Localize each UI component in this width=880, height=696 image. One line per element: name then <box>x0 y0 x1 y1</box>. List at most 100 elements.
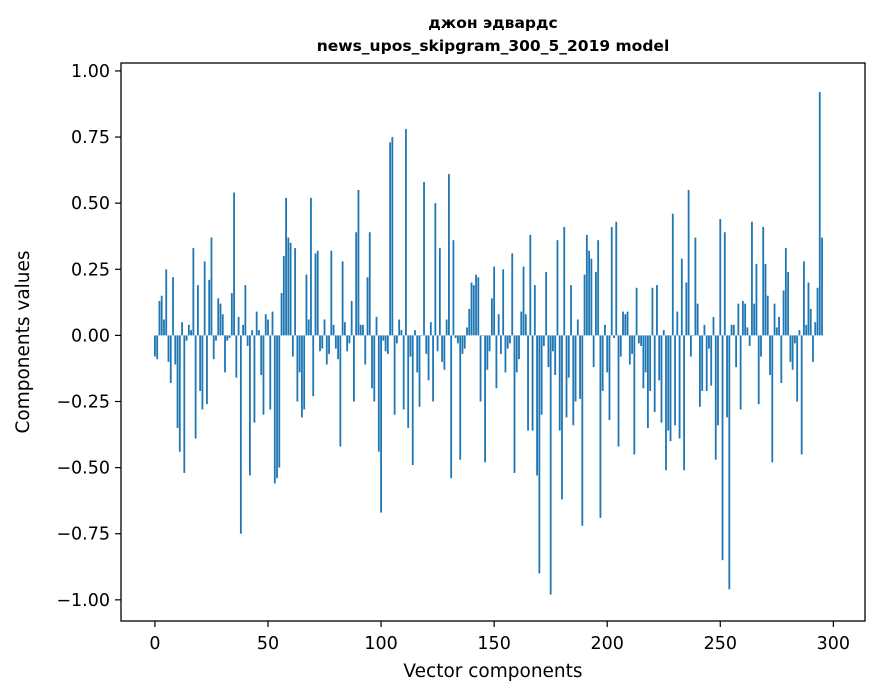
bar <box>816 287 819 336</box>
bar <box>757 335 760 405</box>
bar <box>158 301 161 336</box>
y-axis-ticks: 1.00 0.75 0.50 0.25 0.00 −0.25 −0.50 −0.75 −1.00 <box>56 62 121 611</box>
bar <box>732 324 735 336</box>
bar <box>371 335 373 389</box>
bar <box>253 335 256 423</box>
bar <box>545 271 548 336</box>
bar <box>789 335 792 362</box>
bar <box>527 335 529 431</box>
bar <box>760 335 762 357</box>
bar <box>294 248 297 336</box>
bar <box>746 327 749 336</box>
bar <box>459 335 462 460</box>
bar <box>246 335 249 346</box>
bar <box>181 322 183 336</box>
bar <box>531 335 534 431</box>
bar <box>717 335 719 426</box>
bar <box>710 335 713 386</box>
bar <box>364 335 367 365</box>
bar <box>463 335 466 349</box>
bar <box>418 335 421 407</box>
bar <box>341 261 344 336</box>
bar <box>493 266 496 336</box>
bar <box>217 298 220 336</box>
bar <box>735 335 738 368</box>
plot-frame <box>120 62 866 622</box>
y-tick-label: −0.75 <box>56 525 110 545</box>
bar <box>798 330 801 336</box>
bar <box>479 335 482 402</box>
bar <box>226 335 229 341</box>
bar <box>696 303 699 336</box>
y-tick-label: −0.50 <box>56 459 110 479</box>
bar <box>400 330 403 336</box>
bar <box>588 250 591 336</box>
bar <box>212 335 215 360</box>
bar <box>436 335 439 352</box>
bar <box>504 335 507 373</box>
bar <box>606 335 609 373</box>
bar <box>287 237 290 336</box>
bar <box>744 303 747 336</box>
bar <box>769 335 771 376</box>
bar <box>466 327 468 336</box>
x-axis-ticks: 0 50 100 150 200 250 300 <box>149 621 850 654</box>
bar <box>432 335 434 402</box>
bar <box>366 277 369 336</box>
bar <box>784 248 787 336</box>
bar <box>701 335 704 391</box>
bar <box>373 335 376 402</box>
bar <box>644 335 647 373</box>
bar <box>165 269 168 336</box>
bar <box>389 142 392 336</box>
bar <box>210 237 213 336</box>
bar <box>301 335 303 418</box>
bar <box>187 324 190 336</box>
bar <box>472 285 475 336</box>
bar <box>359 324 362 336</box>
bar <box>258 330 260 336</box>
bar <box>737 303 740 336</box>
bar <box>556 240 559 336</box>
bar <box>723 232 726 336</box>
bar <box>337 335 339 360</box>
bar <box>748 335 751 346</box>
bar <box>497 314 500 336</box>
bar <box>515 335 518 373</box>
bar <box>249 335 251 476</box>
bar <box>780 335 783 383</box>
bar <box>409 335 412 357</box>
bar <box>622 311 624 336</box>
bar <box>753 303 756 336</box>
x-tick-label: 250 <box>704 634 737 654</box>
bar <box>382 335 385 341</box>
bar <box>764 263 767 336</box>
bar <box>812 335 814 362</box>
bar <box>405 129 407 336</box>
bar <box>635 287 638 336</box>
bar <box>805 324 808 336</box>
bar <box>353 335 355 402</box>
bar <box>594 271 597 336</box>
bar <box>689 335 692 357</box>
bar <box>355 232 358 336</box>
bar <box>782 290 785 336</box>
bar <box>574 335 577 402</box>
bar <box>194 335 197 439</box>
bar <box>291 335 294 357</box>
bar <box>219 303 222 336</box>
bar <box>649 335 652 391</box>
bar <box>509 335 511 344</box>
bar <box>280 293 283 336</box>
bar <box>592 335 595 368</box>
bar <box>511 253 514 336</box>
x-tick-label: 300 <box>817 634 850 654</box>
bar <box>457 335 459 344</box>
bar <box>368 232 371 336</box>
bar <box>375 316 378 336</box>
bar <box>296 335 299 402</box>
bar <box>398 319 401 336</box>
bar <box>328 335 330 354</box>
bar <box>448 174 450 336</box>
bar <box>762 226 765 336</box>
